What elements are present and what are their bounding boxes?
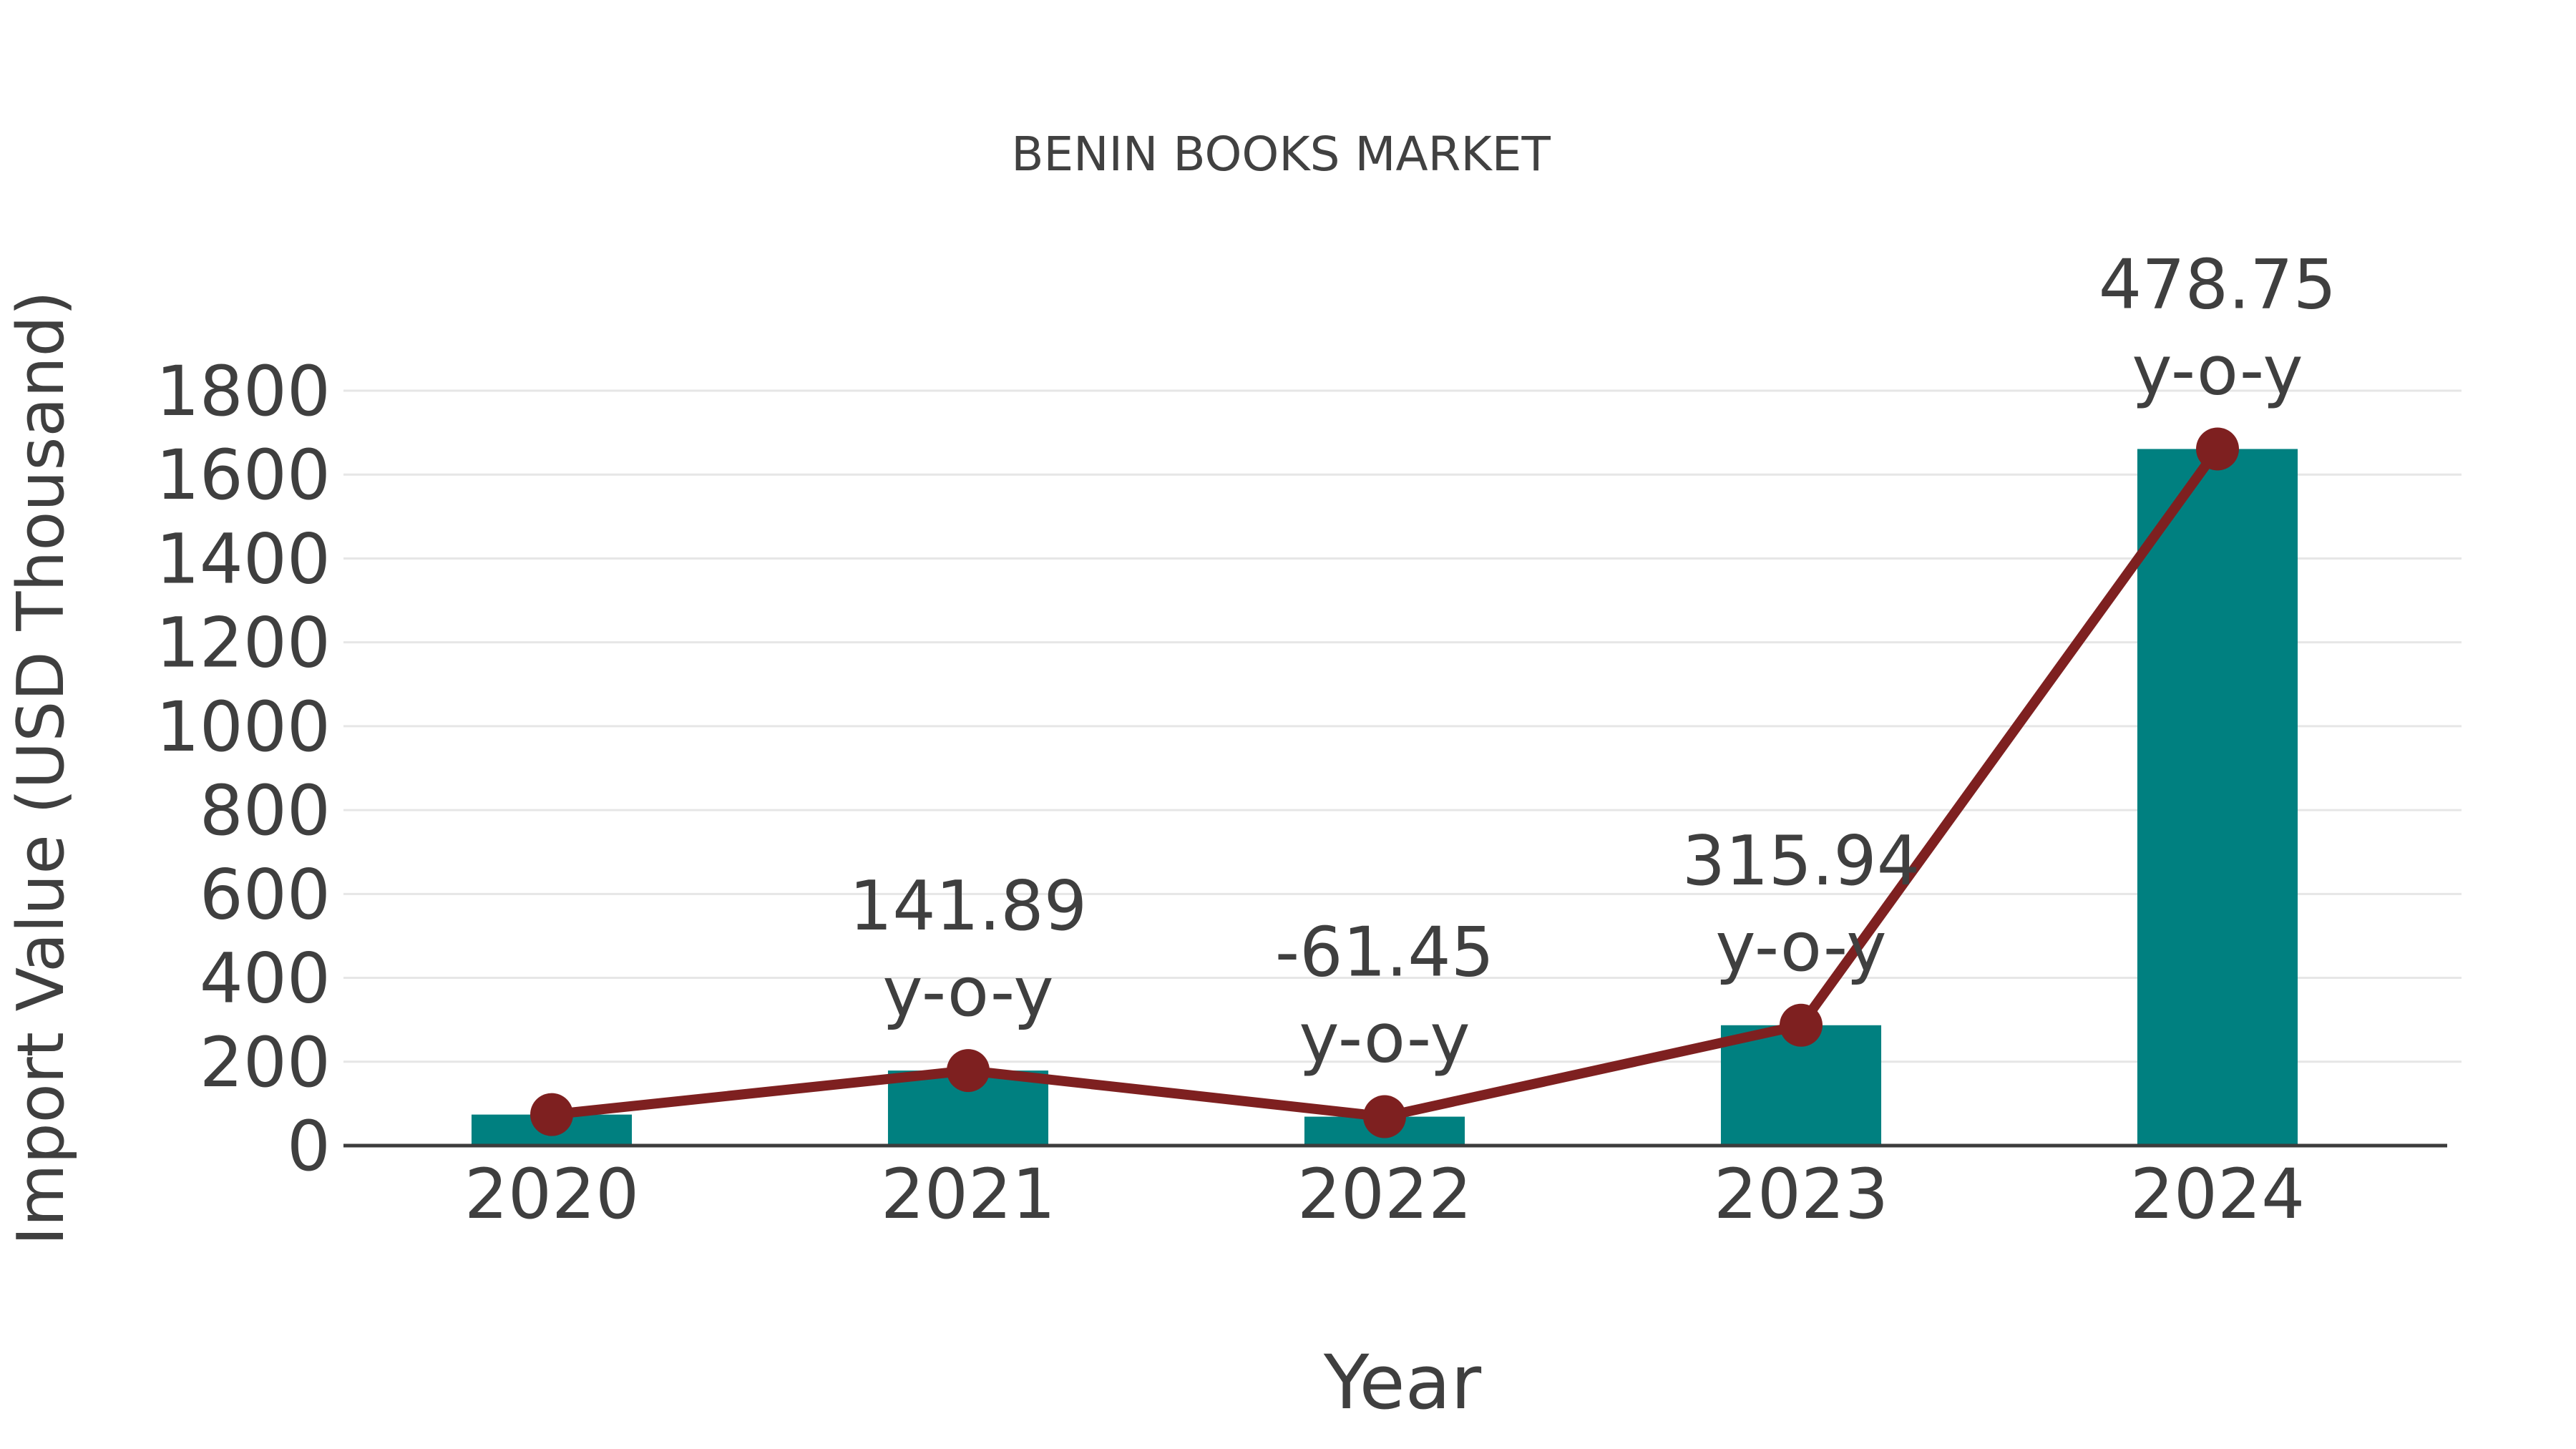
y-tick-label-400: 400 xyxy=(200,939,331,1019)
x-tick-label-2020: 2020 xyxy=(464,1154,639,1234)
y-tick-label-1600: 1600 xyxy=(156,435,331,515)
chart-title: BENIN BOOKS MARKET xyxy=(1011,127,1551,182)
y-tick-label-1400: 1400 xyxy=(156,519,331,599)
data-point-2023 xyxy=(1780,1003,1823,1047)
annotation-value-2021: 141.89 xyxy=(849,867,1087,946)
y-tick-label-600: 600 xyxy=(200,854,331,935)
data-point-2021 xyxy=(947,1049,990,1093)
y-tick-label-1200: 1200 xyxy=(156,603,331,683)
bar-2024 xyxy=(2137,449,2298,1146)
data-point-2020 xyxy=(530,1093,573,1136)
y-tick-label-800: 800 xyxy=(200,771,331,851)
y-tick-label-1000: 1000 xyxy=(156,687,331,767)
y-tick-label-1800: 1800 xyxy=(156,351,331,431)
annotation-value-2023: 315.94 xyxy=(1682,822,1920,901)
annotation-suffix-2021: y-o-y xyxy=(882,953,1053,1032)
annotation-value-2022: -61.45 xyxy=(1275,914,1494,992)
annotation-suffix-2022: y-o-y xyxy=(1299,1000,1470,1078)
y-tick-label-0: 0 xyxy=(287,1106,331,1186)
x-tick-label-2022: 2022 xyxy=(1297,1154,1472,1234)
x-tick-label-2021: 2021 xyxy=(881,1154,1055,1234)
data-point-2022 xyxy=(1363,1095,1406,1138)
data-point-2024 xyxy=(2196,427,2239,471)
x-axis-label: Year xyxy=(1323,1339,1481,1426)
x-tick-label-2024: 2024 xyxy=(2130,1154,2305,1234)
y-axis-label: Import Value (USD Thousand) xyxy=(4,291,79,1246)
x-tick-label-2023: 2023 xyxy=(1714,1154,1888,1234)
annotation-value-2024: 478.75 xyxy=(2099,245,2336,324)
y-tick-label-200: 200 xyxy=(200,1023,331,1103)
annotation-suffix-2024: y-o-y xyxy=(2132,331,2303,410)
annotation-suffix-2023: y-o-y xyxy=(1715,908,1886,987)
